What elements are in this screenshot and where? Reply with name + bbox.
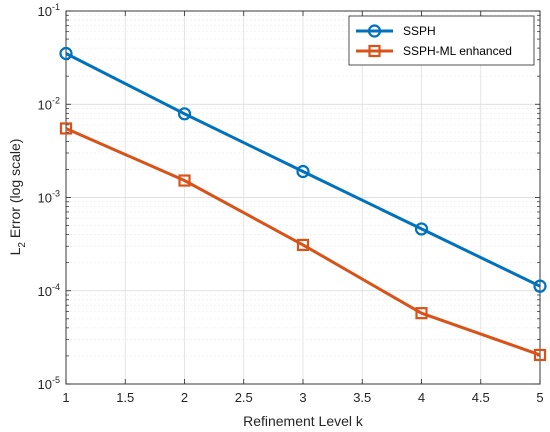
- y-tick-label-base: 10: [38, 4, 52, 19]
- x-tick-label: 2: [181, 390, 188, 405]
- axes-box: [65, 10, 541, 385]
- y-tick-label-base: 10: [38, 377, 52, 392]
- legend-marker-ssph-ml: [368, 44, 381, 58]
- x-tick-label: 3: [299, 390, 306, 405]
- y-tick-label: 10-3: [38, 189, 60, 206]
- series-line-2: [65, 127, 541, 357]
- series-2-marker: [59, 122, 73, 135]
- series: [59, 46, 547, 362]
- legend-label-ssph: SSPH: [403, 24, 436, 38]
- x-tick-label: 1.5: [116, 390, 134, 405]
- series-2-marker: [533, 348, 547, 362]
- x-tick-label: 4.5: [472, 390, 490, 405]
- y-tick-label-exponent: -4: [52, 282, 60, 292]
- x-tick-label: 3.5: [353, 390, 371, 405]
- series-1-marker: [59, 46, 73, 61]
- legend: SSPH SSPH-ML enhanced: [348, 15, 535, 66]
- axes: [65, 10, 541, 385]
- legend-label-ssph-ml: SSPH-ML enhanced: [403, 44, 512, 58]
- y-tick-label: 10-1: [38, 2, 60, 19]
- y-axis-label: L2 Error (log scale): [7, 139, 28, 256]
- y-axis-label-rest: Error (log scale): [7, 139, 23, 242]
- x-tick-label: 2.5: [235, 390, 253, 405]
- x-tick-label: 4: [418, 390, 425, 405]
- y-tick-label-exponent: -5: [52, 375, 60, 385]
- y-axis-label-subscript: 2: [17, 242, 28, 248]
- series-1-marker: [177, 107, 192, 121]
- y-tick-label: 10-4: [38, 282, 60, 299]
- series-1-marker: [533, 279, 547, 293]
- series-2-marker: [415, 307, 428, 320]
- legend-marker-ssph: [367, 24, 382, 38]
- series-1-marker: [296, 164, 310, 179]
- series-2-marker: [296, 238, 310, 252]
- series-1-marker: [414, 222, 429, 236]
- y-tick-label: 10-2: [38, 95, 60, 112]
- series-line-1: [65, 52, 541, 288]
- x-axis-label: Refinement Level k: [243, 413, 364, 429]
- x-tick-label: 1: [62, 390, 69, 405]
- y-tick-label-base: 10: [38, 97, 52, 112]
- series-2-marker: [178, 174, 191, 187]
- y-tick-label-base: 10: [38, 284, 52, 299]
- y-tick-label-base: 10: [38, 191, 52, 206]
- y-tick-label-exponent: -2: [52, 95, 60, 105]
- y-tick-label: 10-5: [38, 375, 60, 392]
- x-axis-ticks: 1 1.5 2 2.5 3 3.5 4 4.5 5: [62, 390, 543, 405]
- y-tick-label-exponent: -1: [52, 2, 60, 12]
- y-tick-label-exponent: -3: [52, 189, 60, 199]
- y-axis-label-main: L: [7, 247, 23, 255]
- x-tick-label: 5: [536, 390, 543, 405]
- y-axis-ticks: 10-510-410-310-210-1: [38, 2, 60, 392]
- grid: [65, 10, 541, 385]
